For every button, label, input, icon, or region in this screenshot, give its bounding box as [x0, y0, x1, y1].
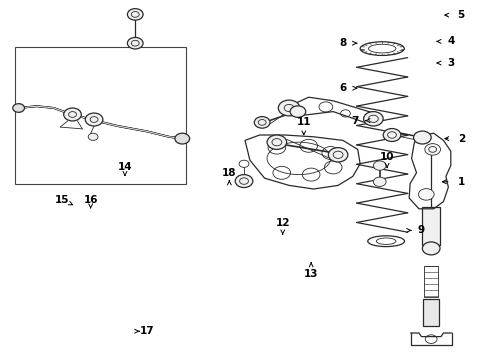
Text: 3: 3: [447, 58, 454, 68]
Text: 7: 7: [351, 116, 359, 126]
Circle shape: [364, 112, 383, 126]
Text: 12: 12: [275, 218, 290, 228]
Text: 16: 16: [83, 195, 98, 205]
Circle shape: [383, 129, 401, 141]
Text: 17: 17: [140, 326, 154, 336]
Text: 6: 6: [340, 83, 346, 93]
Text: 15: 15: [55, 195, 70, 205]
Text: 5: 5: [457, 10, 464, 20]
Circle shape: [290, 106, 306, 117]
Circle shape: [127, 9, 143, 20]
Circle shape: [373, 177, 386, 186]
Circle shape: [425, 144, 441, 155]
Circle shape: [414, 131, 431, 144]
Circle shape: [127, 37, 143, 49]
Text: 14: 14: [118, 162, 132, 172]
Circle shape: [13, 104, 24, 112]
Circle shape: [422, 242, 440, 255]
Text: 2: 2: [458, 134, 465, 144]
Circle shape: [85, 113, 103, 126]
Bar: [15, 47, 186, 184]
Circle shape: [328, 148, 348, 162]
Circle shape: [418, 189, 434, 200]
Text: 13: 13: [304, 269, 318, 279]
Circle shape: [267, 135, 287, 149]
Text: 8: 8: [340, 38, 346, 48]
Circle shape: [278, 100, 300, 116]
Text: 11: 11: [296, 117, 311, 127]
Circle shape: [373, 161, 386, 170]
Circle shape: [254, 117, 270, 128]
Text: 9: 9: [418, 225, 425, 235]
Circle shape: [175, 133, 190, 144]
Circle shape: [64, 108, 81, 121]
Text: 1: 1: [458, 177, 465, 187]
Circle shape: [235, 175, 253, 188]
Bar: [424, 266, 438, 297]
Bar: [422, 207, 440, 245]
Text: 18: 18: [222, 168, 237, 178]
Circle shape: [88, 133, 98, 140]
Text: 4: 4: [447, 36, 455, 46]
Bar: [423, 299, 439, 326]
Text: 10: 10: [380, 152, 394, 162]
